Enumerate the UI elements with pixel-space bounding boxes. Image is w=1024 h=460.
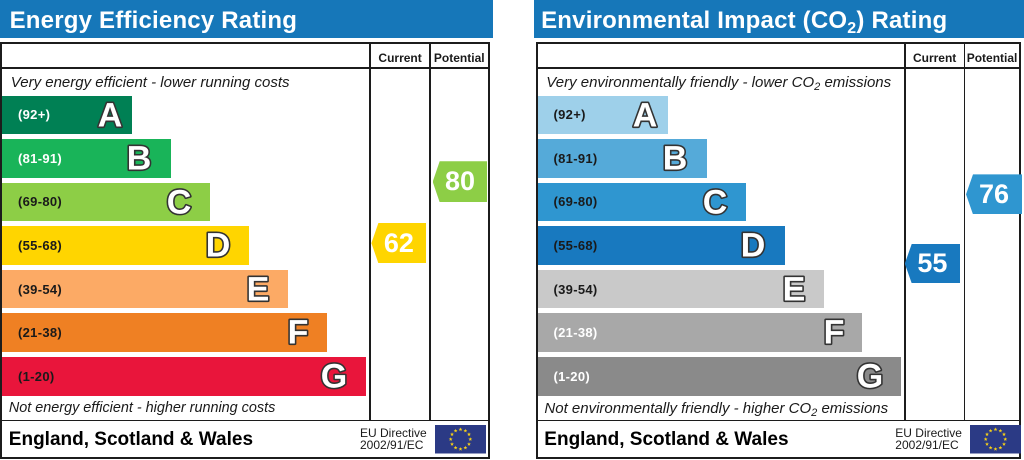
svg-text:E: E	[783, 270, 806, 308]
svg-text:B: B	[662, 139, 687, 177]
svg-text:C: C	[702, 183, 727, 221]
svg-text:A: A	[97, 96, 122, 134]
svg-text:F: F	[288, 314, 309, 352]
svg-text:D: D	[205, 227, 230, 265]
svg-text:A: A	[633, 96, 658, 134]
svg-text:E: E	[247, 270, 270, 308]
svg-text:G: G	[321, 357, 347, 395]
svg-text:D: D	[741, 227, 766, 265]
svg-text:F: F	[823, 314, 844, 352]
svg-text:C: C	[167, 183, 192, 221]
svg-text:G: G	[857, 357, 883, 395]
svg-text:B: B	[127, 139, 152, 177]
